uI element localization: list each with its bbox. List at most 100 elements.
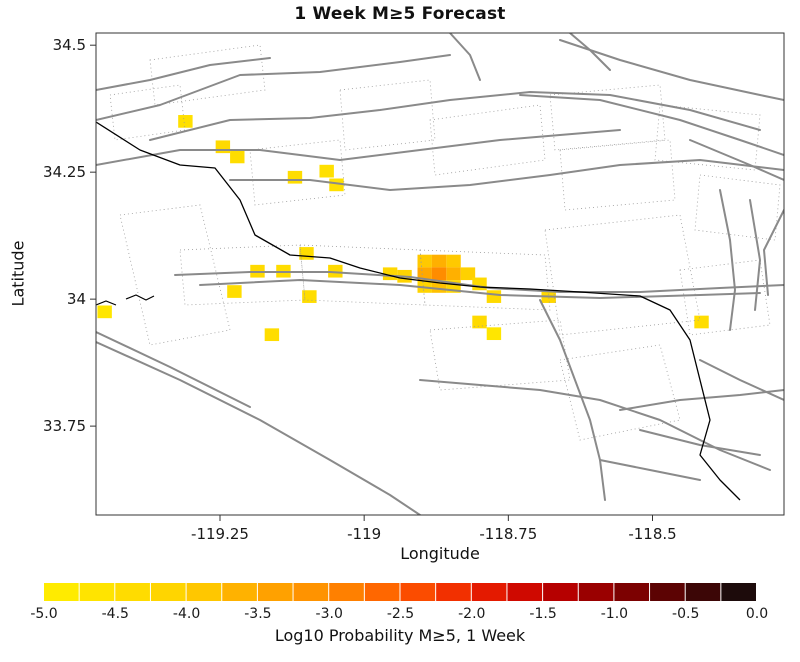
y-tick-label: 34.5 bbox=[53, 36, 86, 54]
colorbar-segment bbox=[543, 583, 578, 601]
colorbar-segment bbox=[222, 583, 257, 601]
fault-polygon-outline bbox=[109, 84, 186, 141]
colorbar-segment bbox=[400, 583, 436, 601]
fault-line bbox=[619, 389, 784, 411]
probability-cell bbox=[302, 290, 317, 303]
probability-cell bbox=[97, 305, 112, 319]
fault-polygon-outline bbox=[559, 344, 681, 441]
colorbar-segment bbox=[507, 583, 543, 601]
probability-cell bbox=[417, 280, 432, 293]
x-tick-label: -119 bbox=[347, 525, 381, 543]
fault-polygon-outline bbox=[149, 44, 266, 106]
fault-line bbox=[96, 129, 621, 166]
fault-line bbox=[419, 379, 771, 471]
y-tick-label: 34 bbox=[67, 290, 86, 308]
fault-polygon-outline bbox=[419, 249, 551, 311]
colorbar-segment bbox=[329, 583, 364, 601]
fault-polygon-outline bbox=[429, 104, 546, 176]
probability-cell bbox=[417, 254, 432, 268]
fault-line bbox=[96, 331, 251, 408]
probability-cell bbox=[486, 327, 502, 341]
colorbar-tick-label: -3.5 bbox=[244, 606, 271, 622]
x-tick-label: -118.75 bbox=[479, 525, 537, 543]
probability-cell bbox=[431, 267, 447, 281]
fault-line bbox=[569, 33, 611, 71]
fault-line bbox=[639, 429, 761, 456]
probability-cell bbox=[446, 254, 461, 268]
fault-line bbox=[599, 459, 701, 481]
fault-polygon-outline bbox=[299, 244, 426, 306]
probability-cell bbox=[446, 267, 461, 281]
fault-polygon-outline bbox=[559, 139, 676, 211]
colorbar-segment bbox=[721, 583, 756, 601]
fault-line bbox=[699, 359, 784, 401]
probability-cell bbox=[472, 315, 487, 329]
fault-polygon-outline bbox=[694, 174, 781, 241]
probability-cell bbox=[230, 150, 245, 164]
plot-frame bbox=[95, 32, 785, 516]
probability-cell bbox=[694, 315, 709, 329]
fault-line bbox=[559, 39, 784, 101]
island-outline bbox=[96, 300, 117, 306]
colorbar-tick-label: -1.0 bbox=[601, 606, 628, 622]
probability-cell bbox=[460, 267, 476, 281]
colorbar-segment bbox=[257, 583, 293, 601]
colorbar-tick-label: -5.0 bbox=[30, 606, 57, 622]
colorbar-tick-label: 0.0 bbox=[746, 606, 768, 622]
colorbar-tick-label: -1.5 bbox=[529, 606, 556, 622]
colorbar-segment bbox=[150, 583, 186, 601]
fault-line bbox=[689, 139, 784, 181]
colorbar-tick-label: -3.0 bbox=[316, 606, 343, 622]
fault-polygon-outline bbox=[249, 139, 346, 206]
fault-polygon-outline bbox=[179, 244, 306, 306]
island-outline bbox=[125, 294, 155, 301]
probability-cell bbox=[264, 328, 280, 342]
fault-polygon-outline bbox=[544, 214, 701, 336]
colorbar-segment bbox=[186, 583, 222, 601]
probability-cell bbox=[329, 178, 344, 192]
colorbar-segment bbox=[471, 583, 507, 601]
x-axis-label: Longitude bbox=[400, 544, 480, 563]
probability-cell bbox=[431, 254, 447, 268]
colorbar-segment bbox=[436, 583, 471, 601]
colorbar-tick-label: -2.5 bbox=[387, 606, 414, 622]
colorbar-tick-label: -0.5 bbox=[672, 606, 699, 622]
colorbar-segment bbox=[578, 583, 614, 601]
colorbar-segment bbox=[650, 583, 685, 601]
coastline bbox=[96, 121, 741, 501]
fault-line bbox=[96, 57, 271, 91]
colorbar-tick-label: -4.0 bbox=[173, 606, 200, 622]
fault-line bbox=[229, 159, 784, 191]
y-tick-label: 33.75 bbox=[43, 417, 86, 435]
colorbar-tick-label: -2.0 bbox=[458, 606, 485, 622]
probability-cell bbox=[287, 170, 303, 184]
probability-cell bbox=[417, 267, 432, 281]
fault-line bbox=[539, 299, 606, 501]
x-tick-label: -119.25 bbox=[191, 525, 249, 543]
fault-line bbox=[149, 91, 761, 141]
fault-line bbox=[449, 33, 481, 81]
probability-cell bbox=[178, 115, 193, 128]
colorbar-segment bbox=[364, 583, 400, 601]
probability-cell bbox=[227, 285, 242, 298]
probability-cell bbox=[486, 290, 502, 303]
fault-line bbox=[749, 199, 761, 311]
fault-line bbox=[96, 341, 421, 515]
y-tick-label: 34.25 bbox=[43, 163, 86, 181]
map-layers bbox=[96, 33, 784, 515]
colorbar-label: Log10 Probability M≥5, 1 Week bbox=[274, 626, 526, 645]
colorbar-segment bbox=[293, 583, 329, 601]
probability-cell bbox=[299, 247, 314, 260]
x-tick-label: -118.5 bbox=[628, 525, 676, 543]
probability-cell bbox=[319, 164, 334, 178]
fault-line bbox=[763, 209, 784, 296]
probability-cell bbox=[215, 140, 231, 154]
colorbar-segment bbox=[44, 583, 79, 601]
probability-cell bbox=[472, 277, 487, 291]
probability-cell bbox=[328, 264, 343, 278]
fault-line bbox=[519, 94, 784, 156]
fault-polygon-outline bbox=[339, 79, 436, 151]
colorbar-segment bbox=[115, 583, 150, 601]
